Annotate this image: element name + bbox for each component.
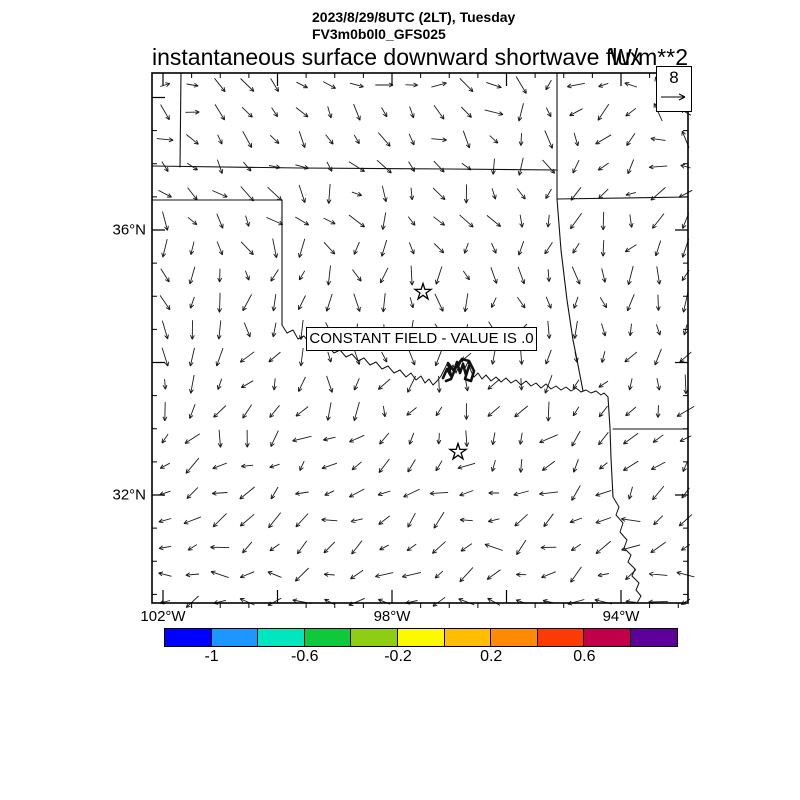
- colorbar-segment: [303, 628, 352, 647]
- plot-title: instantaneous surface downward shortwave…: [152, 44, 642, 70]
- lat-axis-label: 36°N: [112, 221, 146, 239]
- colorbar-segment: [443, 628, 492, 647]
- colorbar-segment: [536, 628, 585, 647]
- ks-ok-37n-border: [151, 165, 558, 171]
- colorbar-segment: [583, 628, 631, 647]
- colorbar-segment: [210, 628, 259, 647]
- lat-axis-label: 32°N: [112, 486, 146, 504]
- tx-ar-border: [607, 396, 614, 498]
- colorbar: [164, 628, 678, 647]
- axis-major-ticks: [152, 73, 688, 603]
- lake-texoma: [441, 357, 476, 383]
- red-river: [281, 324, 609, 398]
- constant-field-annotation: CONSTANT FIELD - VALUE IS .0: [306, 327, 537, 351]
- colorbar-segment: [629, 628, 678, 647]
- colorbar-segment: [257, 628, 305, 647]
- plot-units-label: W/m**2: [610, 44, 688, 70]
- colorbar-segment: [164, 628, 212, 647]
- colorbar-tick-label: 0.6: [573, 648, 596, 665]
- reference-vector-value: 8: [669, 68, 679, 87]
- colorbar-segment: [350, 628, 398, 647]
- colorbar-segment: [490, 628, 538, 647]
- wind-vector-field: [156, 76, 695, 609]
- sabine-river-tx-la: [612, 496, 642, 604]
- map-frame: [151, 72, 689, 604]
- colorbar-tick-label: -0.6: [291, 648, 319, 665]
- model-name-label: FV3m0b0l0_GFS025: [312, 26, 446, 42]
- colorbar-tick-label: -1: [204, 648, 219, 665]
- star-marker: [412, 281, 434, 301]
- colorbar-tick-label: -0.2: [384, 648, 412, 665]
- lon-axis-label: 94°W: [602, 608, 640, 625]
- colorbar-tick-label: 0.2: [480, 648, 503, 665]
- co-ks-border: [179, 72, 182, 168]
- lon-axis-label: 98°W: [373, 608, 411, 625]
- mo-ar-border: [556, 196, 689, 200]
- reference-vector-arrow-icon: [661, 93, 686, 101]
- colorbar-segment: [396, 628, 445, 647]
- valid-time-label: 2023/8/29/8UTC (2LT), Tuesday: [312, 9, 516, 25]
- ok-ar-border: [556, 198, 584, 392]
- axis-minor-ticks: [152, 73, 688, 608]
- reference-vector-box: 8: [656, 66, 692, 112]
- star-marker: [447, 441, 469, 461]
- lon-axis-label: 102°W: [140, 608, 186, 625]
